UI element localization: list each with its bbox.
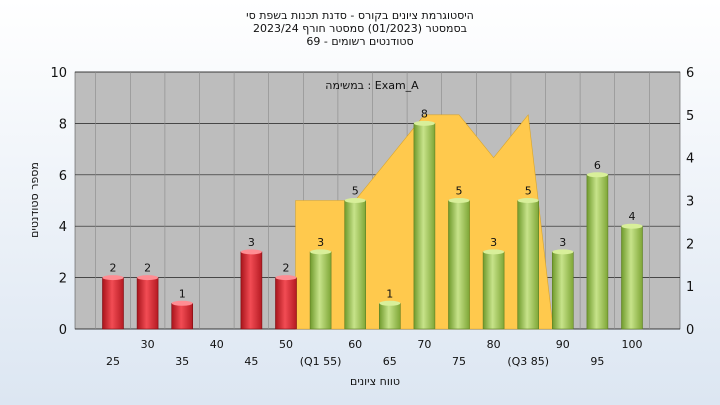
bar-value-label: 3 — [317, 236, 324, 249]
bar-top-cap — [621, 223, 643, 229]
bar-top-cap — [413, 120, 435, 126]
x-tick-label: 90 — [556, 338, 570, 351]
chart-title-line-2: בסמסטר (01/2023) סמסטר חורף 2023/24 — [253, 22, 467, 35]
x-tick-label: 30 — [141, 338, 155, 351]
histogram-bar — [275, 277, 297, 330]
bar-top-cap — [483, 249, 505, 255]
histogram-bar — [309, 251, 332, 330]
y-tick-label: 10 — [50, 66, 67, 81]
bar-top-cap — [171, 300, 193, 306]
x-tick-label: (Q1 55) — [300, 355, 342, 368]
annotation-label: במשימה : Exam_A — [325, 79, 419, 92]
histogram-bar — [621, 225, 643, 330]
chart-title-line-1: היסטוגרמת ציונים בקורס - סדנת תכנות בשפת… — [246, 9, 474, 22]
bar-top-cap — [552, 249, 574, 255]
x-tick-label: 45 — [244, 355, 258, 368]
bar-top-cap — [275, 275, 297, 281]
bar-value-label: 1 — [386, 287, 393, 300]
x-tick-label: 40 — [210, 338, 224, 351]
x-tick-label: 65 — [383, 355, 397, 368]
y-tick-label: 8 — [59, 117, 67, 132]
y-tick-label: 2 — [59, 272, 67, 287]
chart-title-line-3: סטודנטים רשומים - 69 — [306, 35, 414, 48]
x-tick-label: 35 — [175, 355, 189, 368]
y2-tick-label: 5 — [686, 109, 694, 124]
histogram-bar — [136, 277, 159, 330]
bar-value-label: 3 — [248, 236, 255, 249]
y-tick-label: 6 — [59, 169, 67, 184]
x-axis-title: טווח ציונים — [350, 375, 400, 388]
bar-top-cap — [102, 275, 124, 281]
bar-top-cap — [517, 198, 539, 203]
bar-top-cap — [379, 300, 401, 306]
histogram-bar — [551, 251, 574, 330]
histogram-bar — [586, 174, 609, 330]
x-tick-label: 70 — [417, 338, 431, 351]
bar-value-label: 2 — [283, 262, 290, 275]
y-axis-title: מספר סטודנטים — [28, 162, 41, 238]
histogram-bar — [482, 251, 505, 330]
y-tick-label: 4 — [59, 220, 67, 235]
bar-value-label: 5 — [456, 185, 463, 198]
bar-value-label: 1 — [179, 287, 186, 300]
bar-top-cap — [586, 172, 608, 178]
bar-value-label: 3 — [559, 236, 566, 249]
bar-value-label: 8 — [421, 107, 428, 120]
bar-value-label: 4 — [629, 210, 636, 223]
bar-top-cap — [344, 198, 366, 203]
y2-tick-label: 3 — [686, 195, 694, 210]
histogram-bar — [448, 200, 470, 330]
x-tick-label: 80 — [487, 338, 501, 351]
x-tick-label: (Q3 85) — [507, 355, 549, 368]
bar-top-cap — [310, 249, 332, 255]
histogram-bar — [344, 200, 367, 330]
x-tick-label: 100 — [622, 338, 643, 351]
x-tick-label: 75 — [452, 355, 466, 368]
x-tick-label: 25 — [106, 355, 120, 368]
bar-top-cap — [240, 249, 262, 255]
y2-tick-label: 1 — [686, 280, 694, 295]
histogram-bar — [413, 123, 436, 330]
bar-value-label: 5 — [525, 185, 532, 198]
bar-top-cap — [137, 275, 159, 281]
histogram-bar — [517, 200, 540, 330]
y-tick-label: 0 — [59, 323, 67, 338]
bar-top-cap — [448, 198, 470, 203]
bar-value-label: 3 — [490, 236, 497, 249]
y2-tick-label: 4 — [686, 152, 694, 167]
y2-tick-label: 2 — [686, 237, 694, 252]
histogram-bar — [240, 251, 263, 330]
histogram-bar — [378, 302, 401, 330]
bar-value-label: 2 — [144, 262, 151, 275]
x-tick-label: 50 — [279, 338, 293, 351]
histogram-bar — [102, 277, 124, 330]
histogram-bar — [171, 302, 193, 330]
y2-tick-label: 6 — [686, 66, 694, 81]
y2-tick-label: 0 — [686, 323, 694, 338]
bar-value-label: 6 — [594, 159, 601, 172]
x-tick-label: 95 — [590, 355, 604, 368]
bar-value-label: 2 — [110, 262, 117, 275]
x-tick-label: 60 — [348, 338, 362, 351]
bar-value-label: 5 — [352, 185, 359, 198]
